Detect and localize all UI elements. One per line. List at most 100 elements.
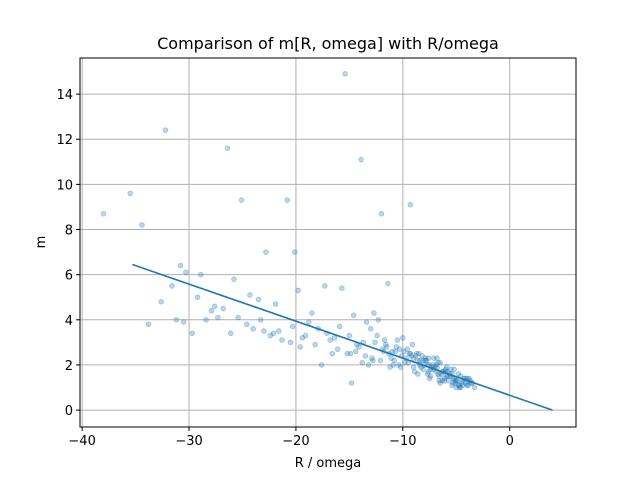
y-axis-label: m (34, 236, 49, 249)
scatter-point (363, 319, 370, 325)
x-tick-label: 0 (506, 434, 514, 449)
scatter-point (394, 337, 401, 343)
scatter-point (227, 330, 234, 337)
scatter-point (423, 357, 430, 364)
scatter-point (270, 330, 277, 337)
scatter-point (449, 382, 455, 389)
scatter-point (370, 357, 376, 364)
scatter-point (417, 357, 423, 364)
scatter-point (419, 353, 425, 359)
y-tick-label: 12 (56, 133, 73, 148)
scatter-point (453, 377, 460, 384)
scatter-point (183, 269, 189, 276)
scatter-point (402, 359, 408, 366)
scatter-point (194, 294, 201, 301)
scatter-point (441, 375, 448, 382)
scatter-point (388, 355, 394, 361)
scatter-point (169, 283, 175, 289)
scatter-point (238, 197, 245, 203)
scatter-point (416, 350, 422, 357)
scatter-point (342, 70, 348, 77)
scatter-point (425, 355, 432, 361)
scatter-point (401, 348, 407, 355)
scatter-point (436, 377, 442, 384)
scatter-point (346, 332, 353, 339)
scatter-point (344, 350, 351, 357)
scatter-point (267, 332, 274, 339)
scatter-point (392, 348, 399, 355)
scatter-point (411, 368, 418, 375)
scatter-point (243, 321, 250, 328)
scatter-point (235, 314, 242, 321)
x-tick-label: −40 (68, 434, 95, 449)
scatter-point (329, 350, 336, 357)
scatter-point (247, 292, 253, 298)
scatter-point (339, 285, 345, 292)
scatter-point (412, 353, 419, 359)
scatter-point (263, 249, 269, 255)
scatter-point (208, 307, 215, 314)
scatter-point (410, 355, 417, 361)
scatter-point (348, 380, 355, 386)
scatter-point (347, 350, 354, 357)
scatter-point (391, 357, 398, 364)
scatter-point (295, 287, 301, 294)
scatter-point (375, 316, 382, 323)
scatter-point (180, 319, 187, 325)
scatter-point (471, 384, 478, 391)
y-tick-label: 0 (65, 404, 73, 419)
scatter-point (409, 341, 416, 348)
scatter-point (427, 373, 434, 380)
scatter-point (465, 382, 471, 389)
y-tick-label: 10 (56, 178, 73, 193)
plot-area (80, 58, 576, 427)
scatter-point (173, 316, 180, 323)
scatter-point (395, 362, 402, 368)
scatter-point (406, 350, 413, 357)
scatter-point (352, 348, 359, 355)
scatter-point (321, 283, 328, 289)
scatter-point (215, 314, 221, 321)
scatter-point (435, 359, 441, 366)
scatter-point (434, 355, 440, 361)
y-tick-label: 14 (56, 88, 73, 103)
scatter-point (257, 316, 264, 323)
scatter-point (327, 337, 333, 343)
scatter-point (289, 323, 296, 330)
scatter-point (451, 366, 457, 373)
x-axis-label: R / omega (295, 456, 362, 471)
scatter-point (378, 210, 385, 217)
scatter-point (374, 332, 380, 339)
scatter-point (431, 355, 437, 361)
scatter-point (231, 276, 237, 282)
scatter-point (457, 384, 464, 391)
scatter-point (197, 271, 204, 278)
scatter-point (422, 355, 429, 361)
scatter-point (439, 377, 446, 384)
scatter-point (211, 303, 218, 310)
scatter-point (408, 353, 415, 359)
scatter-point (220, 305, 227, 312)
scatter-point (407, 350, 414, 357)
scatter-point (450, 380, 456, 386)
scatter-point (309, 310, 315, 316)
scatter-point (442, 366, 449, 373)
y-tick-label: 2 (65, 359, 73, 374)
scatter-point (456, 382, 463, 389)
scatter-point (404, 346, 410, 352)
scatter-point (414, 371, 421, 377)
scatter-point (305, 319, 312, 325)
scatter-point (387, 364, 393, 370)
scatter-point (445, 377, 452, 384)
scatter-points (100, 70, 478, 391)
scatter-point (455, 371, 462, 377)
scatter-point (464, 382, 470, 389)
x-axis-ticks: −40 −30 −20 −10 0 (68, 427, 514, 449)
scatter-point (420, 366, 426, 373)
scatter-point (435, 371, 441, 377)
scatter-point (458, 380, 465, 386)
scatter-point (203, 316, 209, 323)
scatter-point (367, 326, 374, 332)
scatter-point (382, 341, 389, 348)
